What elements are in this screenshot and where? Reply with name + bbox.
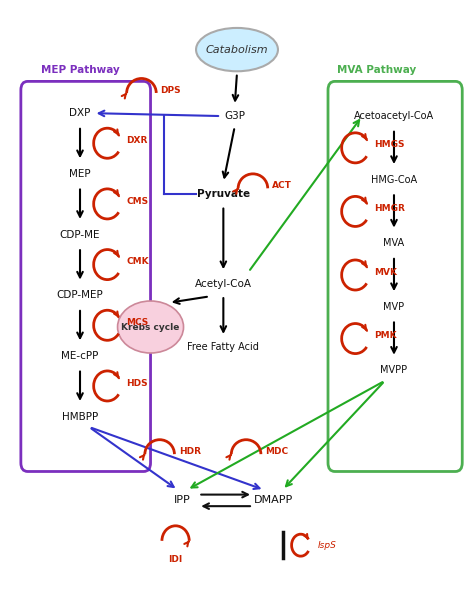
Ellipse shape	[196, 28, 278, 71]
Text: CDP-ME: CDP-ME	[60, 229, 100, 240]
Text: HDS: HDS	[127, 379, 148, 388]
Text: ACT: ACT	[272, 181, 292, 190]
Text: MVPP: MVPP	[381, 365, 408, 376]
Text: DXR: DXR	[127, 136, 148, 145]
Text: Krebs cycle: Krebs cycle	[121, 323, 180, 332]
Text: MDC: MDC	[265, 447, 288, 456]
Text: Catabolism: Catabolism	[206, 45, 268, 55]
Text: HDR: HDR	[179, 447, 201, 456]
Text: MEP: MEP	[69, 169, 91, 179]
Text: IPP: IPP	[174, 495, 191, 506]
Text: MVA Pathway: MVA Pathway	[337, 65, 416, 75]
Text: MEP Pathway: MEP Pathway	[41, 65, 120, 75]
Text: Free Fatty Acid: Free Fatty Acid	[187, 342, 259, 352]
Text: DMAPP: DMAPP	[254, 495, 293, 506]
Text: Acetyl-CoA: Acetyl-CoA	[195, 279, 252, 289]
Text: HMG-CoA: HMG-CoA	[371, 175, 417, 185]
Text: MVA: MVA	[383, 238, 404, 248]
Text: ME-cPP: ME-cPP	[61, 351, 99, 361]
Text: MVP: MVP	[383, 302, 404, 312]
Text: Acetoacetyl-CoA: Acetoacetyl-CoA	[354, 111, 434, 121]
Text: DPS: DPS	[161, 85, 181, 95]
Text: CMS: CMS	[127, 196, 148, 205]
Text: PMK: PMK	[374, 331, 397, 340]
Text: IDI: IDI	[168, 555, 182, 564]
Text: HMBPP: HMBPP	[62, 412, 98, 421]
Text: CDP-MEP: CDP-MEP	[56, 290, 103, 300]
Text: Pyruvate: Pyruvate	[197, 189, 250, 199]
Text: CMK: CMK	[127, 257, 149, 266]
Text: MCS: MCS	[127, 318, 149, 327]
Text: G3P: G3P	[224, 111, 245, 121]
Text: DXP: DXP	[69, 108, 91, 118]
Text: IspS: IspS	[318, 541, 337, 550]
Text: MVK: MVK	[374, 268, 397, 276]
Ellipse shape	[118, 301, 183, 353]
Text: HMGR: HMGR	[374, 204, 405, 213]
Text: HMGS: HMGS	[374, 140, 405, 149]
